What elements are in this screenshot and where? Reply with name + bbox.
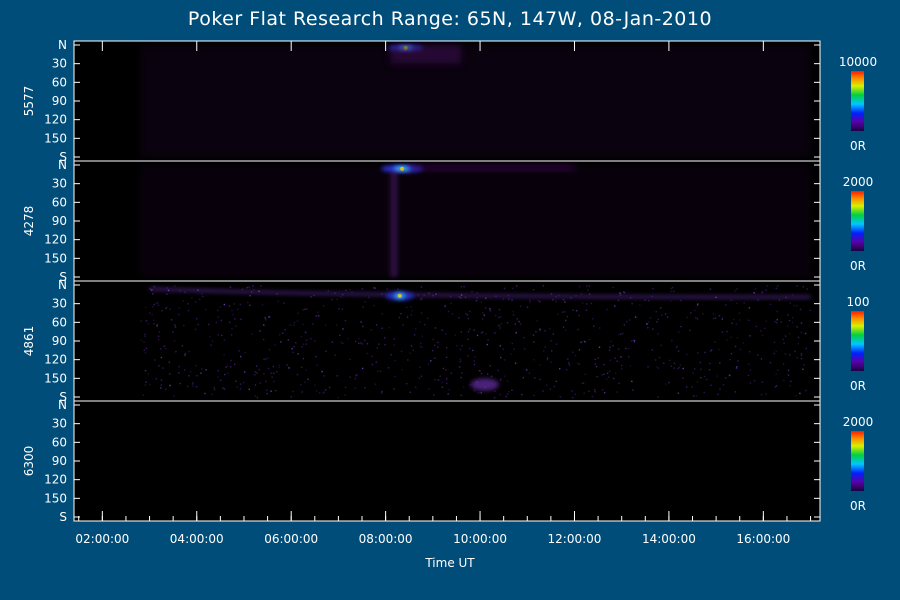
x-tick-label: 12:00:00: [548, 532, 602, 546]
y-tick-label: 30: [52, 177, 67, 191]
y-tick-label: 60: [52, 315, 67, 329]
y-tick-label: N: [58, 158, 67, 172]
y-tick-label: 150: [44, 251, 67, 265]
colorbar-max-label: 2000: [843, 415, 874, 429]
y-tick-label: 150: [44, 131, 67, 145]
feature-noise: [140, 285, 811, 399]
y-tick-label: 30: [52, 417, 67, 431]
chart-title: Poker Flat Research Range: 65N, 147W, 08…: [187, 8, 713, 30]
y-tick-label: 120: [44, 113, 67, 127]
y-tick-label: 150: [44, 491, 67, 505]
y-tick-label: S: [59, 510, 67, 524]
feature-patch: [470, 378, 499, 391]
colorbar-min-label: 0R: [850, 139, 866, 153]
colorbar-min-label: 0R: [850, 499, 866, 513]
colorbar-max-label: 2000: [843, 175, 874, 189]
feature-diffuse: [140, 165, 811, 277]
y-tick-label: 60: [52, 435, 67, 449]
x-axis-label: Time UT: [425, 556, 475, 570]
feature-arc: [149, 287, 811, 299]
feature-diffuse: [140, 45, 811, 157]
colorbar-min-label: 0R: [850, 259, 866, 273]
panel-image: [74, 281, 820, 401]
panel-5577: N 30 60 90 120 150 S 5577 10000 0R: [22, 38, 877, 164]
x-tick-label: 10:00:00: [453, 532, 507, 546]
y-tick-label: 90: [52, 334, 67, 348]
y-tick-label: 150: [44, 371, 67, 385]
y-tick-label: N: [58, 278, 67, 292]
y-tick-label: 120: [44, 473, 67, 487]
y-tick-label: 120: [44, 353, 67, 367]
x-tick-label: 16:00:00: [736, 532, 790, 546]
y-tick-label: 90: [52, 94, 67, 108]
y-tick-label: 30: [52, 297, 67, 311]
y-tick-label: N: [58, 398, 67, 412]
x-axis: 02:00:00 04:00:00 06:00:00 08:00:00 10:00:00…: [75, 41, 812, 546]
colorbar: [851, 71, 864, 131]
y-tick-label: N: [58, 38, 67, 52]
panel-4861: N 30 60 90 120 150 S 4861 100 0R: [22, 278, 869, 404]
x-tick-label: 04:00:00: [170, 532, 224, 546]
panel-4278: N 30 60 90 120 150 S 4278 2000 0R: [22, 158, 873, 284]
feature-bright: [385, 291, 414, 301]
y-tick-label: 30: [52, 57, 67, 71]
y-tick-label: S: [59, 390, 67, 404]
panel-label: 5577: [22, 86, 36, 117]
colorbar-max-label: 10000: [839, 55, 877, 69]
x-tick-label: 02:00:00: [75, 532, 129, 546]
panel-label: 4278: [22, 206, 36, 237]
panel-label: 6300: [22, 446, 36, 477]
y-tick-label: 120: [44, 233, 67, 247]
colorbar-min-label: 0R: [850, 379, 866, 393]
y-tick-label: S: [59, 150, 67, 164]
panel-label: 4861: [22, 326, 36, 357]
y-tick-label: 90: [52, 454, 67, 468]
y-tick-label: 60: [52, 195, 67, 209]
x-tick-label: 14:00:00: [642, 532, 696, 546]
x-tick-label: 06:00:00: [264, 532, 318, 546]
panel-6300: N 30 60 90 120 150 S 6300 2000 0R: [22, 398, 873, 524]
y-tick-label: 90: [52, 214, 67, 228]
y-tick-label: 60: [52, 75, 67, 89]
panel-image: [74, 401, 820, 521]
colorbar: [851, 191, 864, 251]
x-tick-label: 08:00:00: [359, 532, 413, 546]
colorbar: [851, 431, 864, 491]
colorbar: [851, 311, 864, 371]
y-tick-label: S: [59, 270, 67, 284]
feature-diffuse: [390, 45, 462, 64]
colorbar-max-label: 100: [847, 295, 870, 309]
